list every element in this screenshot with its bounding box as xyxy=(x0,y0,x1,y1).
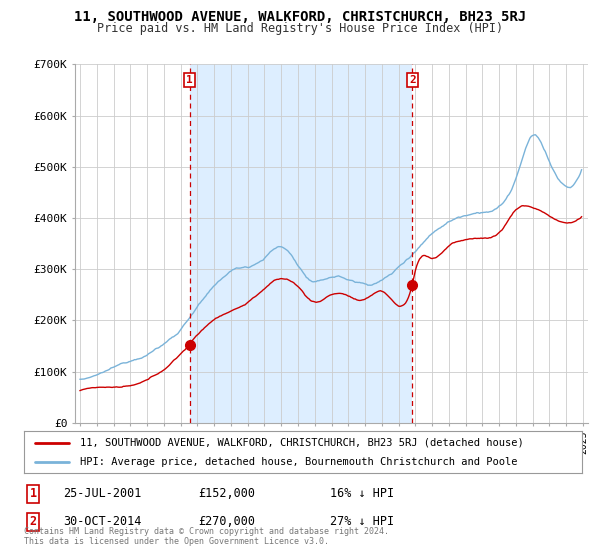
Text: Price paid vs. HM Land Registry's House Price Index (HPI): Price paid vs. HM Land Registry's House … xyxy=(97,22,503,35)
Text: 16% ↓ HPI: 16% ↓ HPI xyxy=(330,487,394,501)
Text: 2: 2 xyxy=(29,515,37,529)
Text: £152,000: £152,000 xyxy=(198,487,255,501)
Text: 25-JUL-2001: 25-JUL-2001 xyxy=(63,487,142,501)
Bar xyxy=(190,64,412,423)
Text: 2: 2 xyxy=(409,74,416,85)
Text: 1: 1 xyxy=(187,74,193,85)
Text: £270,000: £270,000 xyxy=(198,515,255,529)
Text: 11, SOUTHWOOD AVENUE, WALKFORD, CHRISTCHURCH, BH23 5RJ (detached house): 11, SOUTHWOOD AVENUE, WALKFORD, CHRISTCH… xyxy=(80,437,524,447)
Text: 30-OCT-2014: 30-OCT-2014 xyxy=(63,515,142,529)
Text: 11, SOUTHWOOD AVENUE, WALKFORD, CHRISTCHURCH, BH23 5RJ: 11, SOUTHWOOD AVENUE, WALKFORD, CHRISTCH… xyxy=(74,10,526,24)
Text: Contains HM Land Registry data © Crown copyright and database right 2024.
This d: Contains HM Land Registry data © Crown c… xyxy=(24,526,389,546)
Text: 27% ↓ HPI: 27% ↓ HPI xyxy=(330,515,394,529)
Text: 1: 1 xyxy=(29,487,37,501)
Text: HPI: Average price, detached house, Bournemouth Christchurch and Poole: HPI: Average price, detached house, Bour… xyxy=(80,457,517,467)
